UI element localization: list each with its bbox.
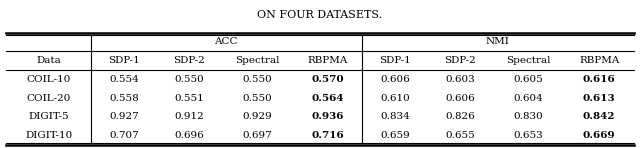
Text: 0.604: 0.604 (514, 94, 543, 103)
Text: DIGIT-10: DIGIT-10 (25, 131, 72, 140)
Text: 0.834: 0.834 (380, 112, 410, 121)
Text: 0.929: 0.929 (243, 112, 273, 121)
Text: Spectral: Spectral (236, 56, 280, 65)
Text: 0.570: 0.570 (312, 75, 344, 84)
Text: 0.669: 0.669 (583, 131, 616, 140)
Text: NMI: NMI (485, 37, 509, 46)
Text: 0.707: 0.707 (109, 131, 139, 140)
Text: 0.716: 0.716 (312, 131, 344, 140)
Text: 0.551: 0.551 (174, 94, 204, 103)
Text: 0.936: 0.936 (312, 112, 344, 121)
Text: 0.613: 0.613 (583, 94, 616, 103)
Text: 0.550: 0.550 (243, 75, 273, 84)
Text: 0.550: 0.550 (243, 94, 273, 103)
Text: 0.927: 0.927 (109, 112, 139, 121)
Text: 0.616: 0.616 (583, 75, 616, 84)
Text: 0.697: 0.697 (243, 131, 273, 140)
Text: SDP-1: SDP-1 (379, 56, 411, 65)
Text: COIL-20: COIL-20 (27, 94, 71, 103)
Text: 0.826: 0.826 (445, 112, 475, 121)
Text: RBPMA: RBPMA (308, 56, 348, 65)
Text: 0.606: 0.606 (380, 75, 410, 84)
Text: SDP-2: SDP-2 (444, 56, 476, 65)
Text: 0.912: 0.912 (174, 112, 204, 121)
Text: SDP-2: SDP-2 (173, 56, 205, 65)
Text: SDP-1: SDP-1 (108, 56, 140, 65)
Text: 0.606: 0.606 (445, 94, 475, 103)
Text: DIGIT-5: DIGIT-5 (29, 112, 69, 121)
Text: Data: Data (36, 56, 61, 65)
Text: 0.830: 0.830 (514, 112, 543, 121)
Text: 0.696: 0.696 (174, 131, 204, 140)
Text: 0.655: 0.655 (445, 131, 475, 140)
Text: COIL-10: COIL-10 (27, 75, 71, 84)
Text: 0.554: 0.554 (109, 75, 139, 84)
Text: 0.550: 0.550 (174, 75, 204, 84)
Text: 0.564: 0.564 (312, 94, 344, 103)
Text: Spectral: Spectral (506, 56, 551, 65)
Text: ACC: ACC (214, 37, 237, 46)
Text: ON FOUR DATASETS.: ON FOUR DATASETS. (257, 10, 383, 20)
Text: 0.603: 0.603 (445, 75, 475, 84)
Text: RBPMA: RBPMA (579, 56, 620, 65)
Text: 0.610: 0.610 (380, 94, 410, 103)
Text: 0.842: 0.842 (583, 112, 616, 121)
Text: 0.659: 0.659 (380, 131, 410, 140)
Text: 0.605: 0.605 (514, 75, 543, 84)
Text: 0.558: 0.558 (109, 94, 139, 103)
Text: 0.653: 0.653 (514, 131, 543, 140)
